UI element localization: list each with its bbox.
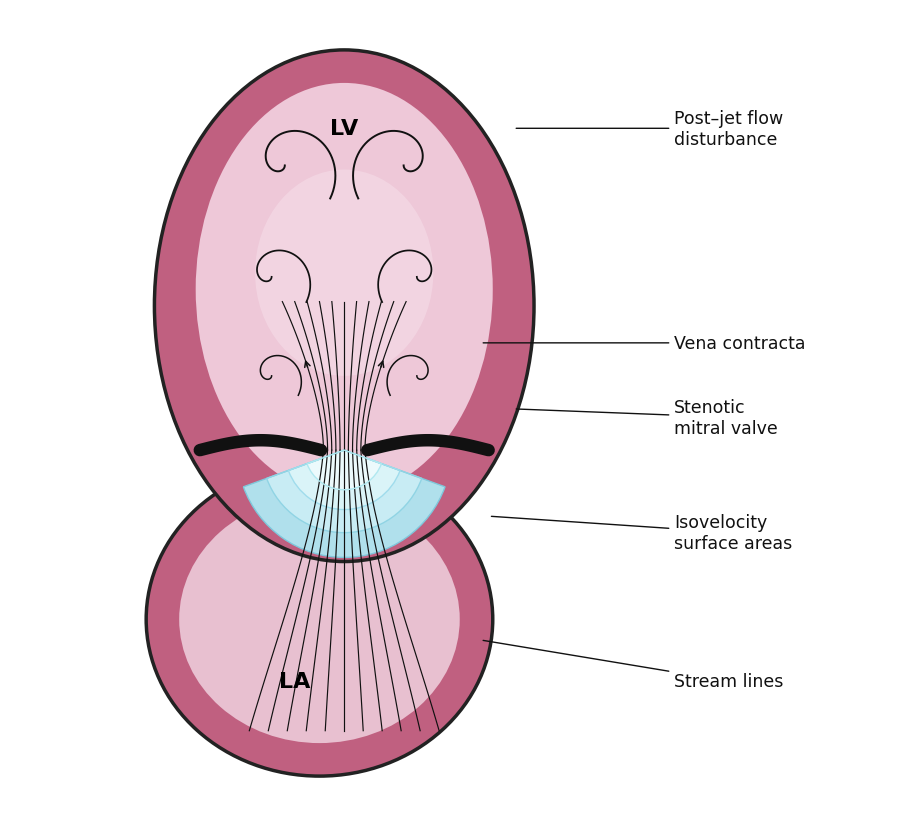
Wedge shape (307, 451, 381, 490)
Text: Isovelocity
surface areas: Isovelocity surface areas (491, 514, 792, 552)
Text: LA: LA (279, 672, 310, 691)
Text: Stream lines: Stream lines (483, 641, 783, 691)
Ellipse shape (146, 463, 492, 777)
Wedge shape (266, 451, 421, 533)
Ellipse shape (254, 170, 433, 376)
Ellipse shape (179, 496, 459, 743)
Ellipse shape (194, 528, 279, 662)
Wedge shape (244, 451, 445, 557)
Ellipse shape (154, 50, 533, 562)
Text: Vena contracta: Vena contracta (483, 334, 805, 352)
Text: Stenotic
mitral valve: Stenotic mitral valve (516, 399, 778, 437)
Wedge shape (288, 451, 400, 510)
Text: Post–jet flow
disturbance: Post–jet flow disturbance (516, 110, 783, 149)
Ellipse shape (150, 500, 274, 674)
Text: LV: LV (330, 119, 358, 139)
Ellipse shape (196, 84, 492, 496)
